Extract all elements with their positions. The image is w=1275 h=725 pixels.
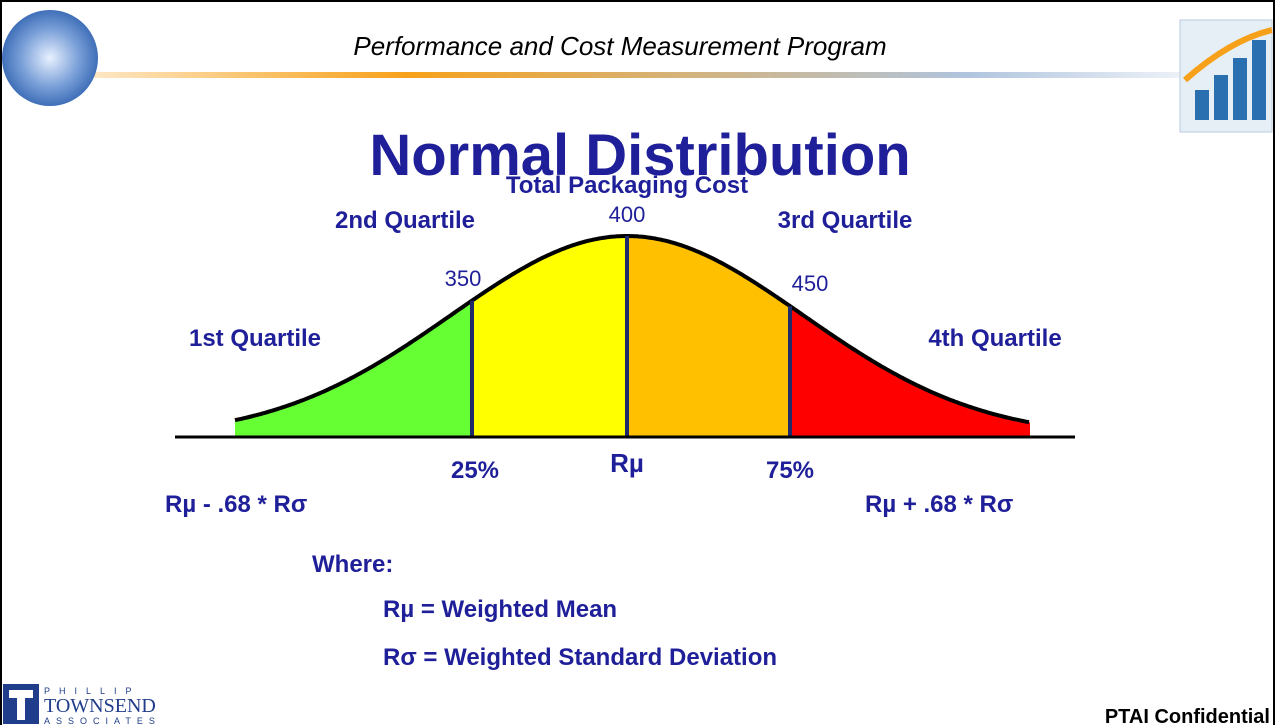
cost-label: 450 — [792, 271, 829, 296]
cost-label: 350 — [445, 266, 482, 291]
axis-label: 25% — [451, 457, 499, 484]
logo: PHILLIP TOWNSEND ASSOCIATES — [3, 684, 161, 725]
logo-text: ASSOCIATES — [44, 716, 161, 725]
distribution-curve — [234, 234, 1030, 437]
quartile-label: 1st Quartile — [189, 325, 321, 352]
legend-item: Rµ = Weighted Mean — [383, 596, 617, 623]
curve-outline — [234, 234, 1030, 425]
third-quartile-area — [627, 236, 790, 437]
diagram-subtitle: Total Packaging Cost — [506, 172, 748, 199]
globe-icon — [2, 10, 98, 106]
first-quartile-area — [235, 300, 472, 437]
logo-text: PHILLIP — [44, 686, 141, 696]
upper-bound: Rµ + .68 * Rσ — [865, 491, 1013, 518]
axis-label: Rµ — [610, 448, 644, 478]
lower-bound: Rµ - .68 * Rσ — [165, 491, 307, 518]
quartile-label: 4th Quartile — [928, 325, 1061, 352]
quartile-label: 3rd Quartile — [778, 207, 913, 234]
fourth-quartile-area — [790, 306, 1030, 437]
axis-label: 75% — [766, 457, 814, 484]
header-title: Performance and Cost Measurement Program — [353, 31, 886, 61]
header-rule — [70, 72, 1190, 78]
confidential-note: PTAI Confidential — [1105, 706, 1270, 725]
chart-icon — [1179, 19, 1273, 133]
slide-title: Normal Distribution — [369, 123, 910, 188]
quartile-label: 2nd Quartile — [335, 207, 475, 234]
logo-text: TOWNSEND — [44, 695, 156, 717]
legend-heading: Where: — [312, 551, 393, 578]
legend-item: Rσ = Weighted Standard Deviation — [383, 644, 777, 671]
second-quartile-area — [472, 236, 627, 437]
cost-label: 400 — [609, 202, 646, 227]
